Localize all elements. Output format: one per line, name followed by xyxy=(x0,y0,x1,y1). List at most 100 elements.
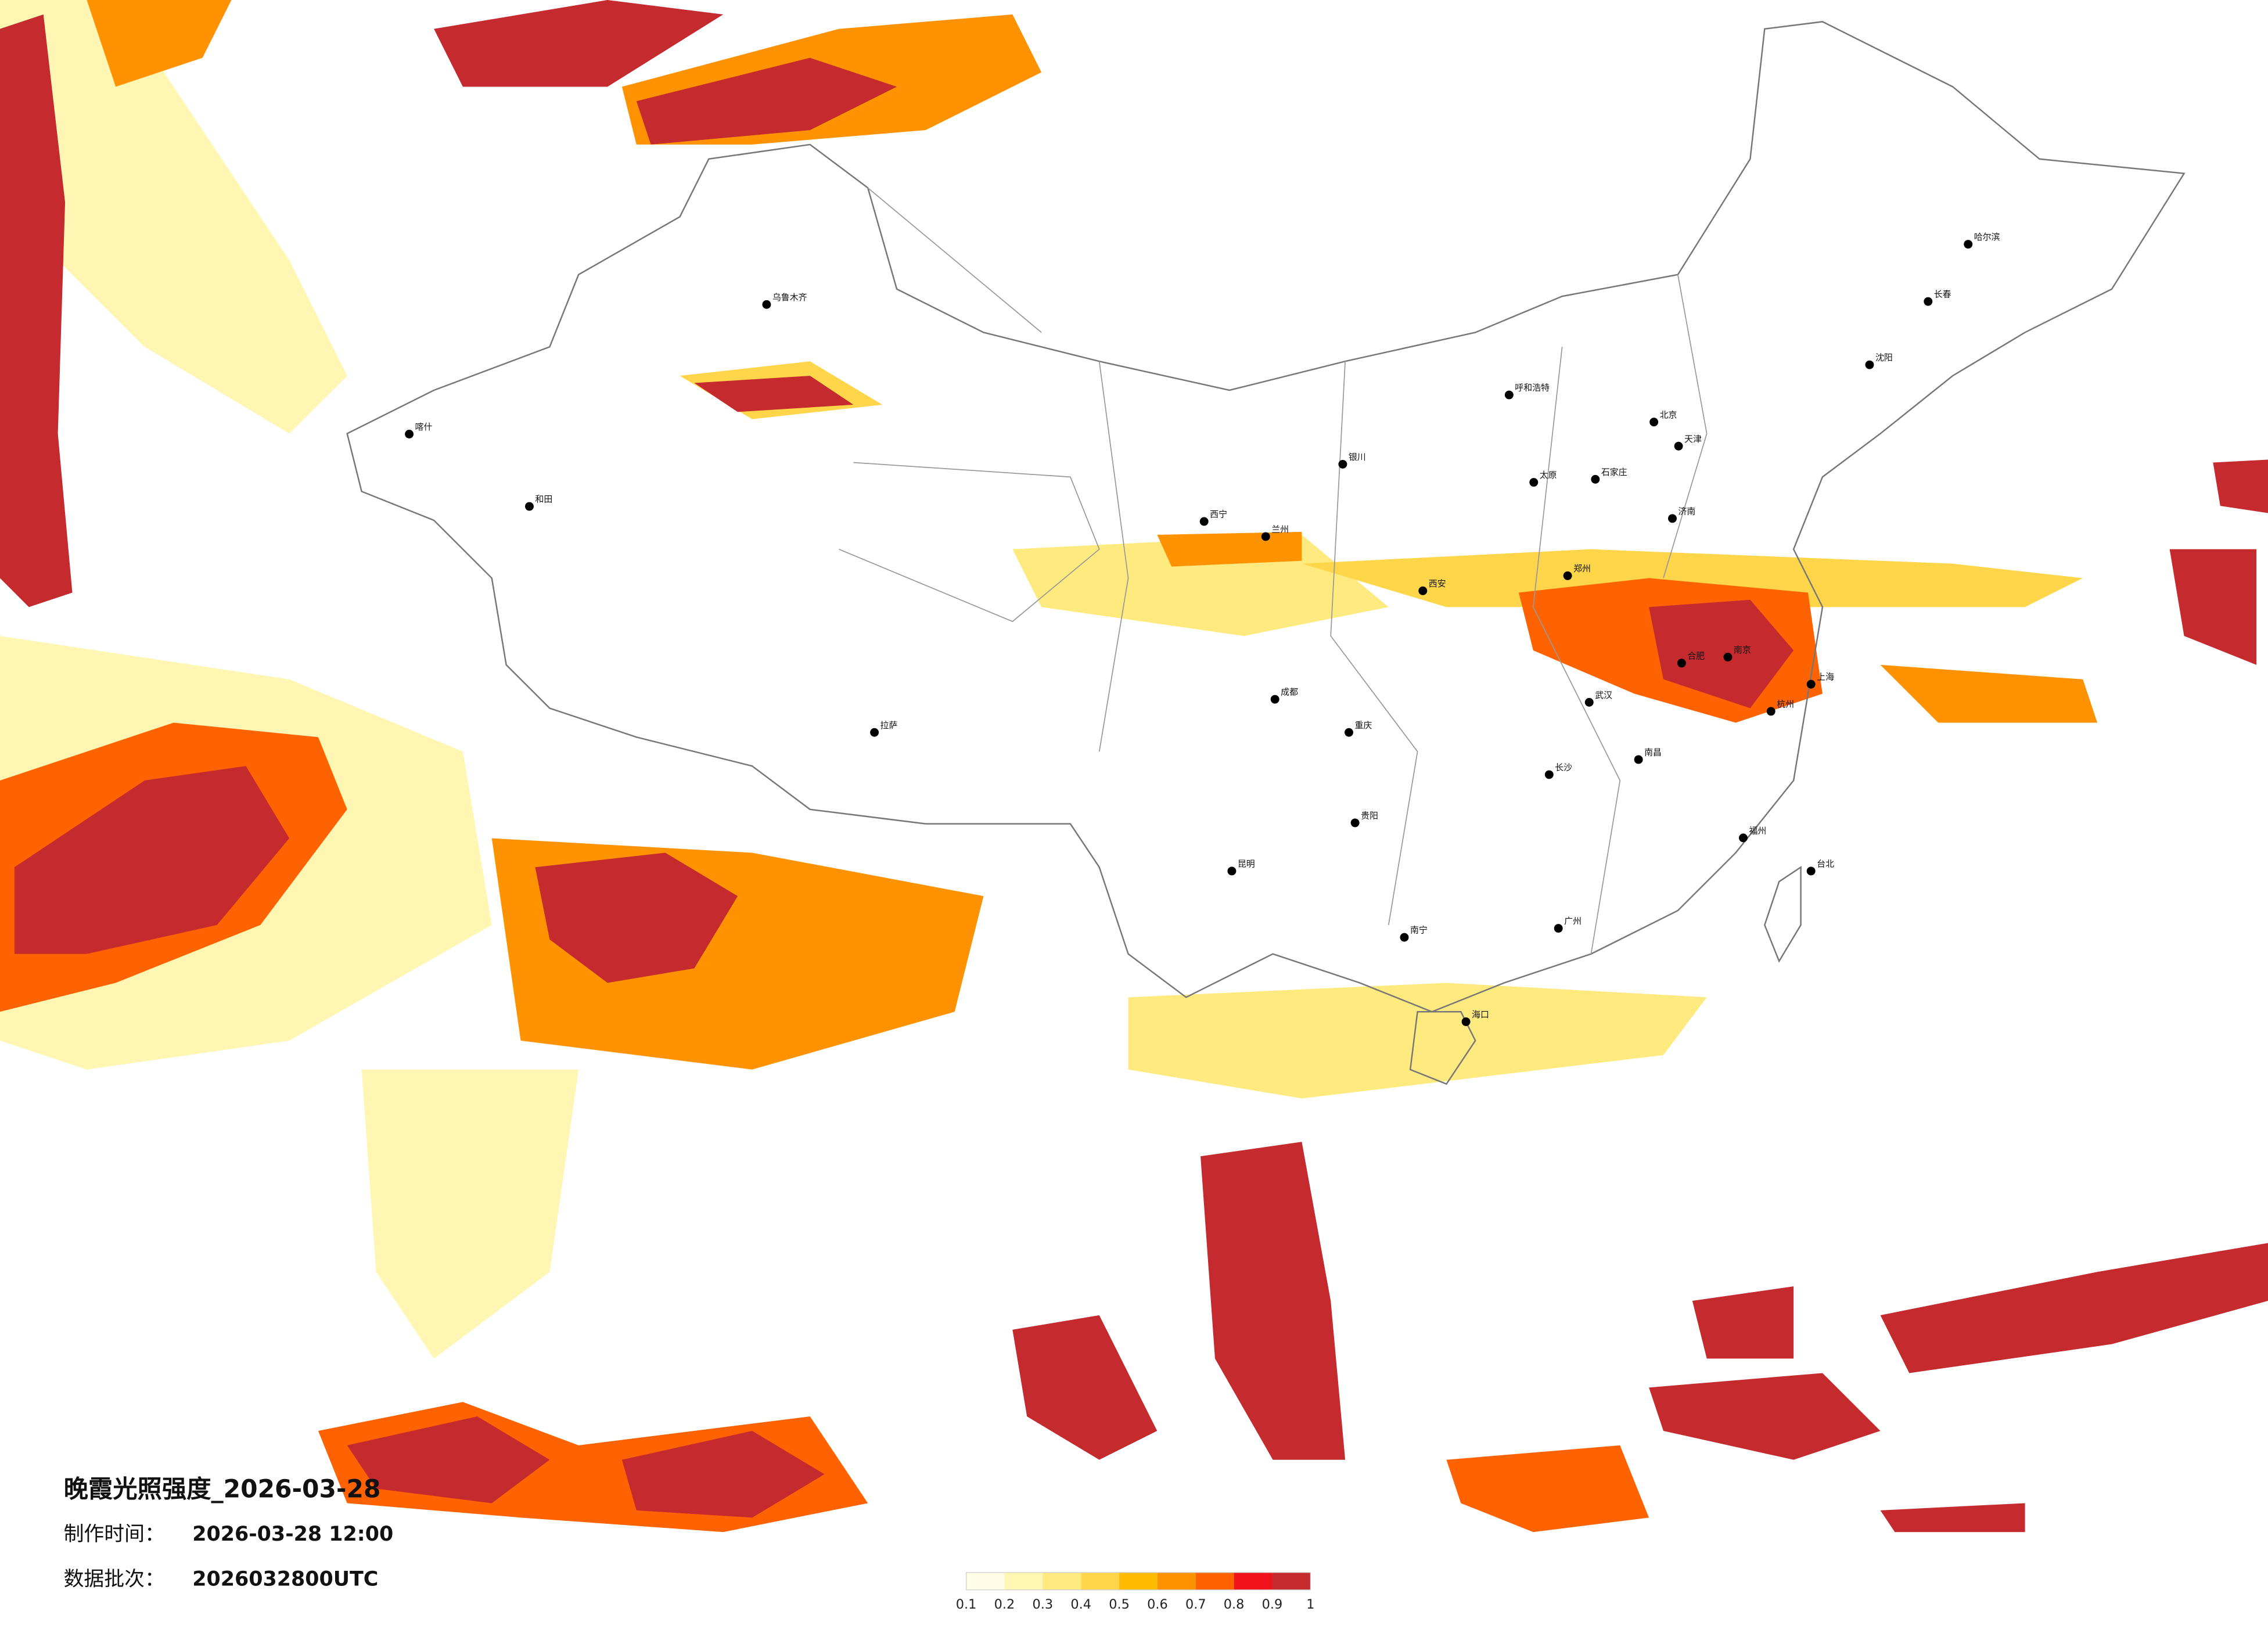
city-label: 广州 xyxy=(1564,916,1582,926)
city-dot xyxy=(1865,360,1874,369)
city-label: 昆明 xyxy=(1238,859,1255,869)
field-area xyxy=(14,766,290,954)
city-dot xyxy=(1461,1017,1471,1026)
city-dot xyxy=(1806,679,1816,689)
city-label: 郑州 xyxy=(1573,563,1591,574)
country-outline xyxy=(346,21,2186,1013)
city-label: 和田 xyxy=(535,494,552,505)
legend-tick-label: 0.4 xyxy=(1070,1597,1091,1612)
city-label: 济南 xyxy=(1678,506,1695,516)
city-dot xyxy=(762,300,771,309)
city-label: 乌鲁木齐 xyxy=(772,292,807,303)
legend-swatch xyxy=(1004,1572,1043,1590)
field-area xyxy=(636,57,897,145)
made-label: 制作时间： xyxy=(64,1523,165,1546)
legend-tick-label: 0.6 xyxy=(1147,1597,1168,1612)
city-label: 银川 xyxy=(1349,452,1366,462)
city-label: 西安 xyxy=(1429,578,1446,589)
city-dot xyxy=(525,502,534,511)
field-area xyxy=(347,1416,550,1503)
city-label: 西宁 xyxy=(1210,509,1227,520)
field-area xyxy=(1302,549,2083,607)
city-label: 喀什 xyxy=(415,422,433,432)
field-area xyxy=(1880,1243,2268,1373)
city-label: 呼和浩特 xyxy=(1515,383,1550,393)
intensity-field xyxy=(0,0,2268,1533)
field-area xyxy=(1128,983,1707,1099)
city-dot xyxy=(1649,418,1659,427)
field-area xyxy=(535,852,738,983)
city-dot xyxy=(1350,818,1360,828)
field-area xyxy=(1201,1142,1346,1460)
city-label: 南昌 xyxy=(1644,747,1662,757)
city-label: 兰州 xyxy=(1271,524,1289,534)
city-dot xyxy=(1634,755,1643,764)
city-label: 北京 xyxy=(1660,409,1677,420)
city-label: 武汉 xyxy=(1595,690,1612,700)
city-dot xyxy=(1806,866,1816,876)
field-area xyxy=(1880,1503,2025,1533)
city-dot xyxy=(1766,707,1775,716)
city-label: 贵阳 xyxy=(1361,810,1378,821)
city-dot xyxy=(1563,571,1572,580)
field-area xyxy=(2169,549,2257,665)
city-label: 成都 xyxy=(1281,687,1298,697)
city-label: 长春 xyxy=(1934,289,1951,300)
city-dot xyxy=(1529,478,1539,487)
field-area xyxy=(2213,459,2268,513)
legend-swatch xyxy=(1157,1572,1196,1590)
city-dot xyxy=(1674,441,1683,451)
field-area xyxy=(694,376,854,412)
field-area xyxy=(1012,1315,1158,1460)
batch: 2026032800UTC xyxy=(192,1567,378,1591)
city-label: 重庆 xyxy=(1354,720,1372,731)
field-area xyxy=(1649,599,1794,708)
field-area xyxy=(0,14,73,607)
legend-swatch xyxy=(1119,1572,1158,1590)
legend-swatch xyxy=(966,1572,1005,1590)
island-outline xyxy=(1409,1010,1476,1085)
city-dot xyxy=(870,728,879,737)
field-area xyxy=(621,1431,825,1518)
field-area xyxy=(1446,1445,1649,1533)
city-dot xyxy=(1554,924,1563,933)
city-label: 合肥 xyxy=(1687,650,1705,661)
city-dot xyxy=(1338,459,1347,469)
field-area xyxy=(1880,664,2098,723)
city-dot xyxy=(1199,517,1209,526)
field-area xyxy=(1157,531,1302,567)
legend-tick-label: 0.2 xyxy=(994,1597,1015,1612)
city-label: 长沙 xyxy=(1555,762,1572,772)
color-legend: 0.1 0.2 0.3 0.4 0.5 0.6 0.7 0.8 0.9 1 xyxy=(956,1572,1314,1612)
city-dot xyxy=(1418,586,1428,595)
map-title: 晚霞光照强度_2026-03-28 xyxy=(64,1475,381,1503)
city-dot xyxy=(1584,697,1594,707)
legend-swatch xyxy=(1195,1572,1234,1590)
legend-tick-label: 0.8 xyxy=(1224,1597,1245,1612)
city-label: 南宁 xyxy=(1410,925,1428,936)
city-dot xyxy=(1723,653,1733,661)
field-area xyxy=(361,1069,579,1359)
city-dot xyxy=(1668,514,1677,523)
city-label: 太原 xyxy=(1540,470,1557,480)
city-dot xyxy=(1924,297,1933,306)
field-area xyxy=(1692,1286,1794,1359)
city-label: 天津 xyxy=(1684,434,1702,444)
legend-swatch xyxy=(1081,1572,1120,1590)
batch-label: 数据批次： xyxy=(64,1567,165,1591)
island-outline xyxy=(1764,866,1802,963)
city-dot xyxy=(1400,933,1409,942)
made-time: 2026-03-28 12:00 xyxy=(192,1523,393,1546)
legend-swatch xyxy=(1234,1572,1273,1590)
city-label: 杭州 xyxy=(1777,699,1794,709)
city-dot xyxy=(1677,659,1686,668)
city-dot xyxy=(1739,833,1748,843)
city-label: 哈尔滨 xyxy=(1974,232,2000,242)
city-label: 上海 xyxy=(1817,672,1834,682)
city-label: 石家庄 xyxy=(1601,467,1627,477)
city-label: 沈阳 xyxy=(1875,352,1893,363)
field-area xyxy=(87,0,232,87)
field-area xyxy=(1649,1373,1881,1460)
